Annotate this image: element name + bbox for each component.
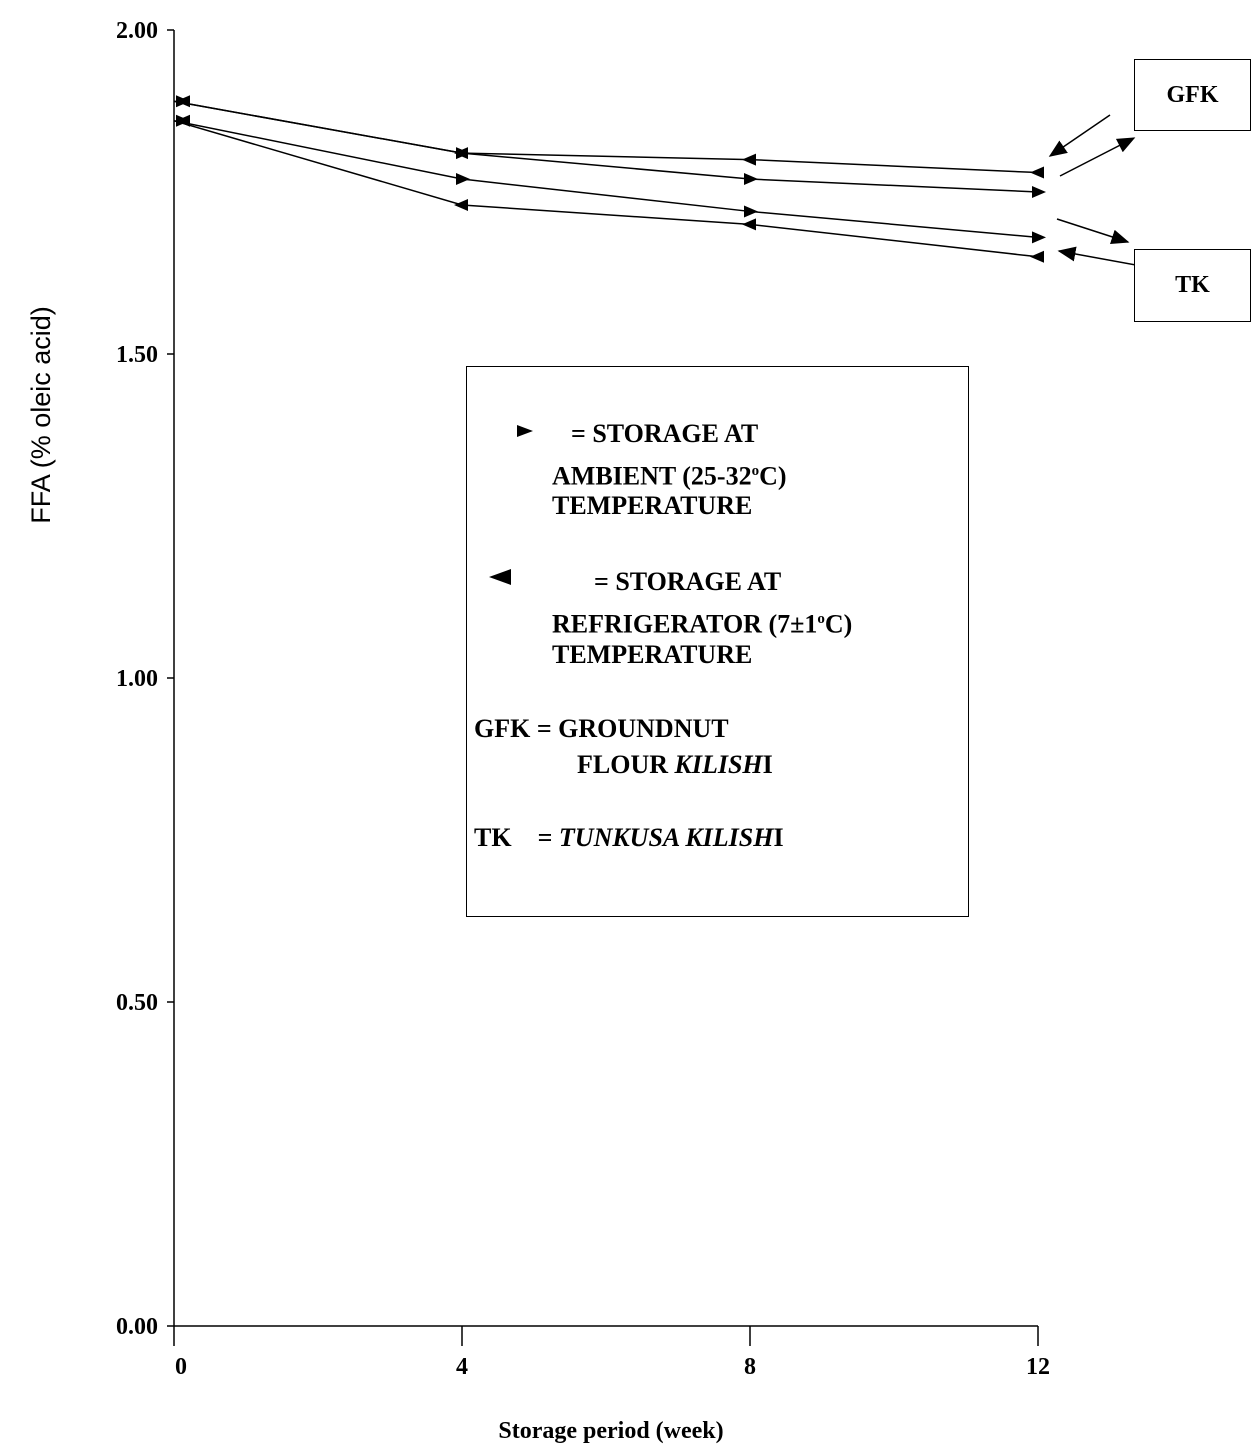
right-triangle-marker: [1032, 231, 1046, 244]
left-triangle-marker: [176, 114, 190, 127]
legend-gfk-italic: KILISH: [674, 750, 763, 779]
left-triangle-marker: [454, 198, 468, 211]
right-triangle-marker: [744, 205, 758, 218]
series-pointer-arrows: [1048, 114, 1148, 268]
x-tick-label: 8: [744, 1354, 756, 1380]
left-triangle-marker-icon: [489, 569, 511, 585]
y-tick-label: 1.00: [116, 666, 158, 692]
legend-refrigerator-line2: REFRIGERATOR (7±1oC): [552, 604, 852, 640]
tk-pointer-arrow-left: [1057, 246, 1148, 268]
tk-pointer-arrow-right: [1056, 218, 1130, 245]
left-triangle-marker: [1030, 166, 1044, 179]
legend-ambient-line3: TEMPERATURE: [552, 491, 753, 520]
y-tick-label: 0.50: [116, 990, 158, 1016]
series-line-tk: [173, 119, 1039, 239]
legend-refrigerator-line3: TEMPERATURE: [552, 640, 753, 669]
legend-refrigerator-text: REFRIGERATOR (7±1: [552, 609, 818, 639]
left-triangle-marker: [742, 153, 756, 166]
y-tick-label: 1.50: [116, 342, 158, 368]
legend-gfk-line1: GFK = GROUNDNUT: [474, 714, 729, 743]
y-ticks: 0.00 0.50 1.00 1.50 2.00: [116, 18, 174, 1340]
legend-tk-line: TK = TUNKUSA KILISHI: [474, 823, 784, 853]
x-tick-label: 0: [175, 1354, 187, 1380]
series-tag-gfk: GFK: [1134, 59, 1251, 131]
legend-tk-eq: =: [537, 823, 559, 852]
left-triangle-marker: [176, 95, 190, 108]
series-line-tk: [173, 120, 1039, 258]
legend-tk-prefix: TK: [474, 823, 512, 852]
series-lines: [173, 100, 1039, 258]
left-triangle-marker: [742, 218, 756, 231]
y-tick-label: 2.00: [116, 18, 158, 44]
x-ticks: 0 4 8 12: [173, 1326, 1050, 1380]
y-tick-label: 0.00: [116, 1314, 158, 1340]
legend-ambient-line2: AMBIENT (25-32oC): [552, 456, 787, 492]
legend-ambient-degree: o: [751, 463, 760, 479]
series-markers: [176, 95, 1046, 263]
legend-refrigerator-line1: = STORAGE AT: [594, 567, 782, 596]
series-tag-tk: TK: [1134, 249, 1251, 322]
gfk-pointer-arrow-right: [1059, 137, 1136, 177]
x-tick-label: 12: [1026, 1354, 1050, 1380]
legend-gfk-end: I: [762, 750, 773, 779]
legend-refrigerator-unit: C): [824, 609, 853, 639]
x-tick-label: 4: [456, 1354, 468, 1380]
legend-ambient-unit: C): [759, 461, 787, 491]
y-axis-title: FFA (% oleic acid): [26, 306, 56, 524]
right-triangle-marker: [456, 173, 470, 186]
legend-tk-end: I: [773, 823, 784, 852]
legend-gfk-line2: FLOUR KILISHI: [577, 750, 773, 780]
legend-tk-italic: TUNKUSA KILISH: [558, 823, 774, 852]
legend-refrigerator-degree: o: [817, 611, 825, 627]
right-triangle-marker: [1032, 186, 1046, 198]
legend-gfk-plain: FLOUR: [577, 750, 675, 779]
right-triangle-marker: [744, 173, 758, 186]
left-triangle-marker: [454, 147, 468, 160]
gfk-pointer-arrow-left: [1048, 114, 1111, 157]
legend-ambient-line1: = STORAGE AT: [571, 419, 759, 448]
legend-ambient-text: AMBIENT (25-32: [552, 461, 752, 491]
right-triangle-marker-icon: [517, 425, 533, 437]
series-line-gfk: [173, 100, 1039, 174]
left-triangle-marker: [1030, 250, 1044, 263]
x-axis-title: Storage period (week): [498, 1418, 723, 1444]
legend-box: = STORAGE AT AMBIENT (25-32oC) TEMPERATU…: [466, 366, 969, 917]
